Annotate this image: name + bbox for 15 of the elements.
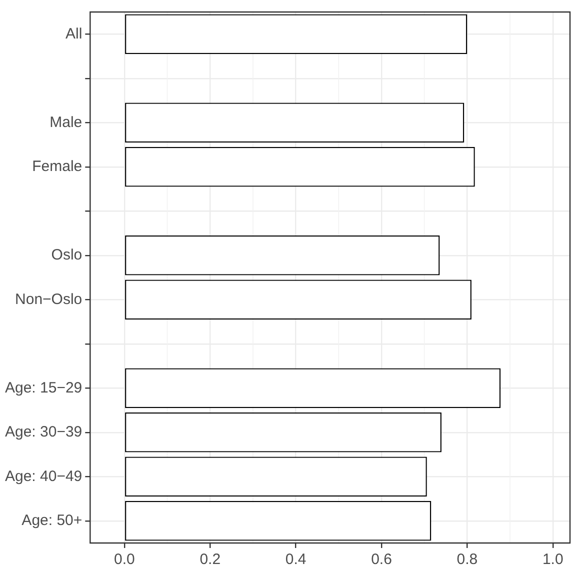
x-tick-label: 0.8 xyxy=(456,551,478,568)
x-tick-label: 0.0 xyxy=(114,551,135,568)
y-tick-label: Female xyxy=(32,158,82,176)
y-tick-label: Age: 30−39 xyxy=(4,424,82,441)
y-tick-label: Oslo xyxy=(51,246,82,264)
y-tick-label: Non−Oslo xyxy=(15,290,82,308)
x-tick-label: 1.0 xyxy=(542,551,564,568)
y-tick-label: Age: 40−49 xyxy=(4,468,82,485)
x-tick-label: 0.2 xyxy=(200,551,221,568)
y-tick-label: All xyxy=(65,25,82,42)
y-tick-label: Age: 50+ xyxy=(22,512,82,530)
y-tick-label: Male xyxy=(50,114,82,131)
y-tick-label: Age: 15−29 xyxy=(4,379,82,396)
x-tick-label: 0.6 xyxy=(371,551,392,568)
x-tick-label: 0.4 xyxy=(285,551,306,568)
